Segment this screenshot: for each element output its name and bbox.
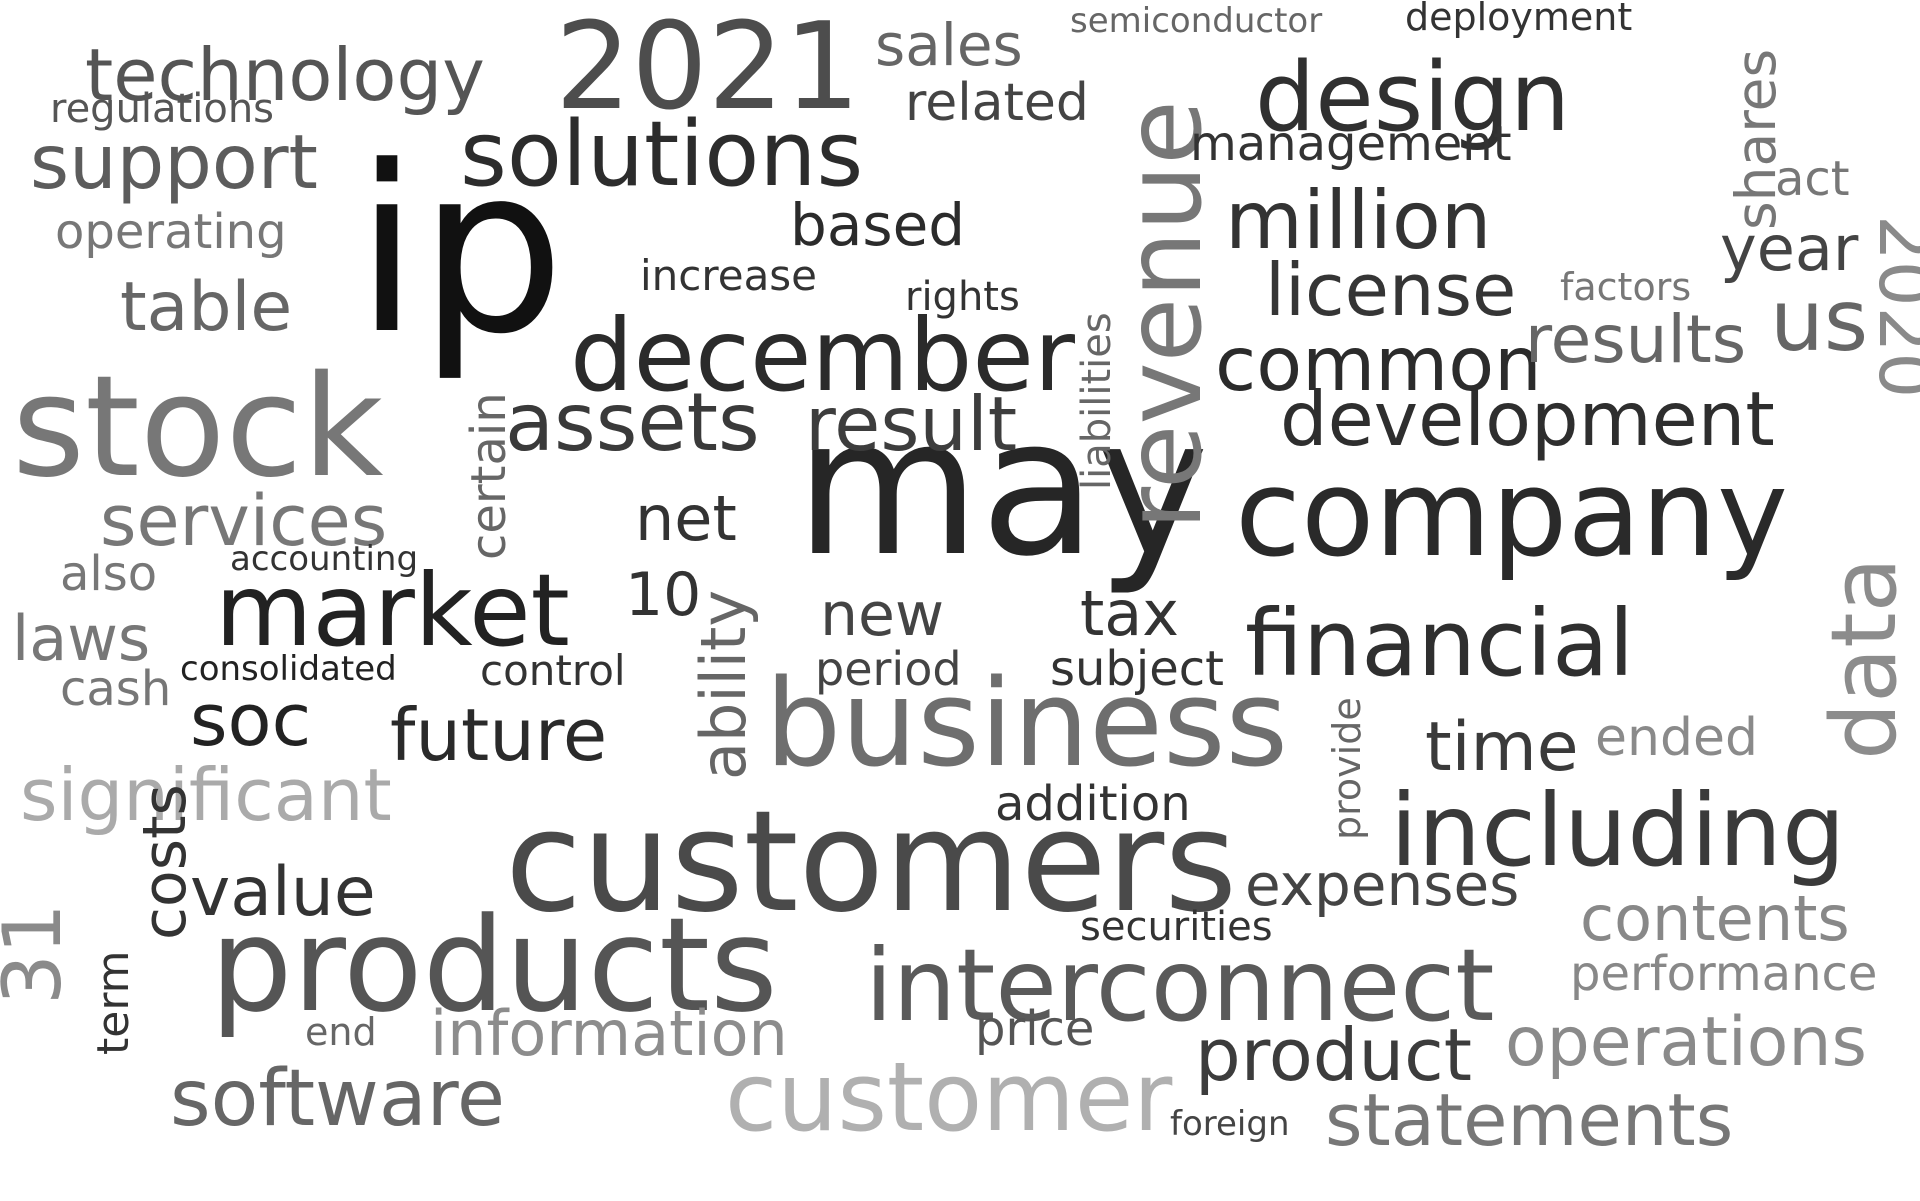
word-financial: financial	[1245, 590, 1634, 697]
word-development: development	[1280, 375, 1775, 463]
word-stock: stock	[12, 346, 384, 509]
word-future: future	[390, 693, 607, 777]
word-2020: 2020	[1863, 215, 1920, 398]
word-services: services	[100, 480, 387, 562]
word-technology: technology	[85, 33, 485, 117]
word-year: year	[1720, 212, 1859, 285]
word-shares: shares	[1724, 49, 1788, 230]
word-value: value	[190, 853, 376, 932]
word-addition: addition	[995, 776, 1191, 832]
word-period: period	[815, 642, 962, 696]
word-result: result	[805, 380, 1017, 468]
word-tax: tax	[1080, 577, 1179, 650]
word-operations: operations	[1505, 1003, 1867, 1082]
word-time: time	[1425, 708, 1579, 787]
word-price: price	[975, 1001, 1094, 1057]
word-semiconductor: semiconductor	[1070, 1, 1322, 41]
word-products: products	[210, 889, 778, 1041]
word-regulations: regulations	[50, 86, 274, 132]
word-end: end	[305, 1010, 377, 1054]
word-support: support	[30, 118, 318, 206]
word-net: net	[635, 482, 737, 555]
word-design: design	[1255, 43, 1570, 153]
word-license: license	[1265, 248, 1516, 332]
word-rights: rights	[905, 274, 1020, 320]
word-customers: customers	[505, 781, 1237, 944]
word-new: new	[820, 580, 944, 650]
word-company: company	[1235, 445, 1788, 584]
word-laws: laws	[12, 602, 150, 675]
word-interconnect: interconnect	[865, 927, 1494, 1044]
word-costs: costs	[130, 784, 200, 940]
word-consolidated: consolidated	[180, 649, 397, 689]
word-31: 31	[0, 903, 79, 1005]
word-results: results	[1525, 301, 1746, 378]
word-sales: sales	[875, 11, 1023, 79]
word-common: common	[1215, 320, 1542, 408]
word-act: act	[1775, 151, 1850, 207]
word-market: market	[215, 552, 570, 669]
word-term: term	[88, 951, 139, 1056]
word-10: 10	[625, 560, 701, 630]
word-2021: 2021	[555, 0, 860, 137]
word-expenses: expenses	[1245, 851, 1519, 919]
word-statements: statements	[1325, 1078, 1733, 1162]
word-ip: ip	[355, 118, 565, 385]
word-software: software	[170, 1054, 505, 1144]
word-significant: significant	[20, 753, 392, 837]
word-december: december	[570, 297, 1076, 414]
word-product: product	[1195, 1013, 1472, 1097]
word-customer: customer	[725, 1043, 1173, 1153]
word-factors: factors	[1560, 265, 1691, 309]
word-ability: ability	[687, 590, 760, 780]
word-foreign: foreign	[1170, 1104, 1290, 1144]
word-based: based	[790, 191, 965, 259]
word-information: information	[430, 997, 788, 1070]
word-business: business	[765, 655, 1288, 794]
word-subject: subject	[1050, 641, 1224, 697]
word-solutions: solutions	[460, 102, 863, 207]
word-contents: contents	[1580, 882, 1850, 955]
word-control: control	[480, 646, 626, 695]
word-related: related	[905, 73, 1089, 133]
word-certain: certain	[461, 392, 517, 560]
word-table: table	[120, 268, 292, 347]
word-provide: provide	[1325, 697, 1369, 840]
word-including: including	[1390, 772, 1845, 889]
word-ended: ended	[1595, 708, 1758, 768]
word-also: also	[60, 546, 157, 602]
word-million: million	[1225, 174, 1491, 267]
word-cash: cash	[60, 661, 171, 717]
word-data: data	[1812, 557, 1917, 760]
word-us: us	[1770, 272, 1868, 371]
word-deployment: deployment	[1405, 0, 1632, 39]
word-liabilities: liabilities	[1074, 312, 1120, 490]
word-operating: operating	[55, 204, 287, 260]
word-assets: assets	[505, 376, 760, 469]
word-securities: securities	[1080, 904, 1273, 950]
word-may: may	[795, 377, 1209, 598]
word-increase: increase	[640, 251, 817, 300]
word-revenue: revenue	[1103, 100, 1225, 530]
word-performance: performance	[1570, 946, 1877, 1002]
word-soc: soc	[190, 678, 311, 762]
word-accounting: accounting	[230, 539, 418, 579]
word-management: management	[1190, 116, 1512, 172]
